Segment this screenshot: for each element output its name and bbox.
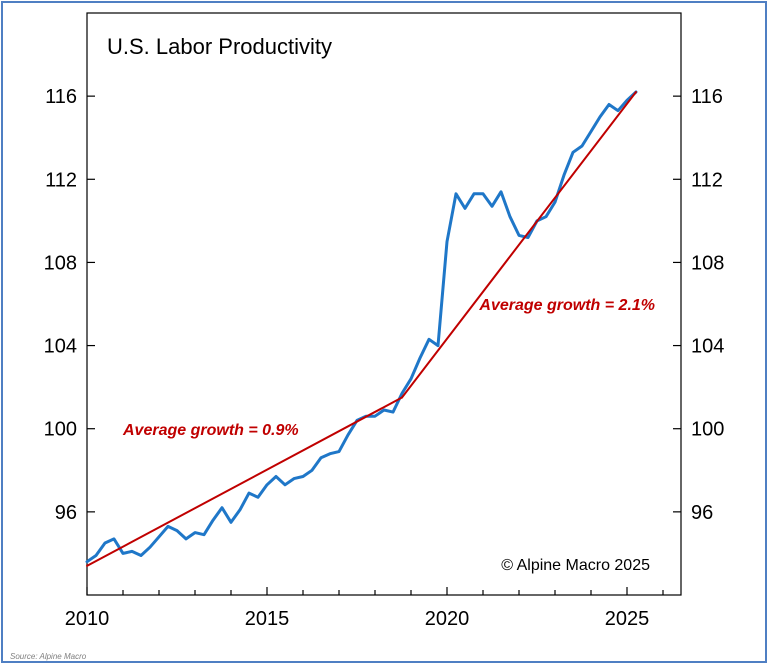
productivity-series-line: [85, 90, 638, 564]
trend-line-2: [401, 91, 637, 399]
copyright-note: © Alpine Macro 2025: [501, 557, 650, 574]
y-tick-label-left: 96: [55, 502, 77, 524]
y-tick-label-right: 100: [691, 419, 724, 441]
x-tick-label: 2015: [245, 608, 290, 630]
y-tick-label-right: 112: [691, 169, 723, 191]
annotations: Average growth = 0.9% Average growth = 2.…: [122, 297, 655, 439]
x-tick-label: 2025: [605, 608, 650, 630]
y-tick-label-right: 108: [691, 252, 724, 274]
source-note: Source: Alpine Macro: [10, 652, 87, 661]
trend-annotation-1: Average growth = 0.9%: [122, 422, 299, 439]
y-tick-label-left: 100: [44, 419, 77, 441]
y-tick-label-left: 108: [44, 252, 77, 274]
y-tick-label-left: 112: [45, 169, 77, 191]
axis-ticks: 96 96 100 100 104 104 108 108 112 112 116 116 2010 20…: [44, 86, 725, 630]
x-tick-label: 2010: [65, 608, 110, 630]
y-tick-label-left: 116: [45, 86, 77, 108]
x-tick-label: 2020: [425, 608, 470, 630]
y-tick-label-right: 96: [691, 502, 713, 524]
trend-line-1: [86, 396, 403, 567]
chart-title: U.S. Labor Productivity: [107, 34, 332, 59]
trend-annotation-2: Average growth = 2.1%: [478, 297, 655, 314]
plot-area: [86, 12, 682, 596]
y-tick-label-right: 104: [691, 336, 724, 358]
y-tick-label-left: 104: [44, 336, 77, 358]
y-tick-label-right: 116: [691, 86, 723, 108]
data-lines: [85, 90, 638, 567]
